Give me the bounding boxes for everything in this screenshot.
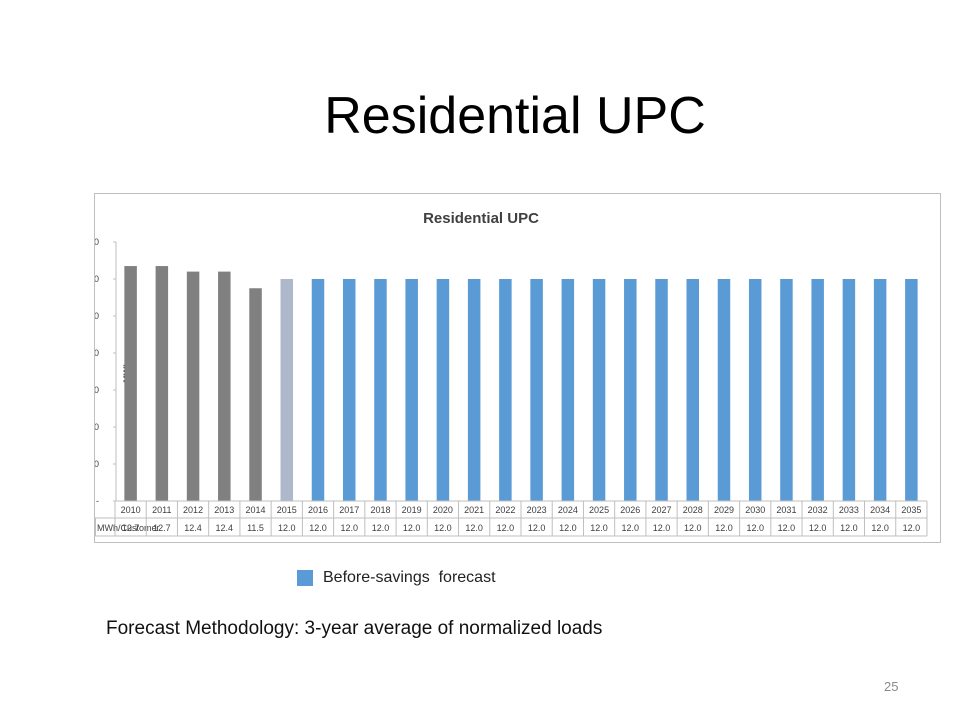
category-label: 2032 — [808, 505, 828, 515]
category-label: 2030 — [745, 505, 765, 515]
y-tick-label: - — [96, 496, 99, 506]
y-tick-label: 4.00 — [95, 422, 99, 432]
category-label: 2011 — [152, 505, 171, 515]
category-label: 2024 — [558, 505, 578, 515]
value-label: 12.0 — [372, 523, 390, 533]
bar-2029 — [717, 279, 731, 501]
category-label: 2033 — [839, 505, 859, 515]
value-label: 12.7 — [122, 523, 140, 533]
bar-2013 — [218, 271, 231, 501]
bar-2017 — [342, 279, 356, 501]
bar-2016 — [311, 279, 325, 501]
category-label: 2025 — [589, 505, 609, 515]
bar-chart: Residential UPCMWh-2.004.006.008.0010.00… — [95, 210, 928, 537]
category-label: 2029 — [714, 505, 734, 515]
bar-2014 — [249, 288, 262, 501]
methodology-note: Forecast Methodology: 3-year average of … — [106, 618, 603, 639]
bar-2012 — [186, 271, 200, 501]
y-tick-label: 6.00 — [95, 385, 99, 395]
value-label: 12.0 — [309, 523, 327, 533]
category-label: 2022 — [495, 505, 515, 515]
bar-2020 — [436, 279, 450, 501]
table-row-label: MWh/Customer — [97, 523, 160, 533]
category-label: 2027 — [652, 505, 672, 515]
y-tick-label: 8.00 — [95, 348, 99, 358]
value-label: 12.0 — [746, 523, 764, 533]
legend-swatch-forecast — [297, 570, 313, 586]
value-label: 12.0 — [622, 523, 640, 533]
value-label: 12.0 — [871, 523, 889, 533]
category-label: 2028 — [683, 505, 703, 515]
bar-2035 — [905, 279, 918, 501]
legend-label: Before-savings forecast — [323, 569, 496, 586]
bar-2030 — [748, 279, 762, 501]
bar-2010 — [124, 266, 137, 501]
bar-2027 — [655, 279, 668, 501]
y-tick-label: 10.00 — [95, 311, 99, 321]
value-label: 12.0 — [465, 523, 483, 533]
bar-2031 — [780, 279, 793, 501]
category-label: 2020 — [433, 505, 453, 515]
bar-2018 — [374, 279, 387, 501]
bar-2034 — [873, 279, 887, 501]
category-label: 2015 — [277, 505, 297, 515]
category-label: 2021 — [464, 505, 484, 515]
bar-2022 — [499, 279, 512, 501]
value-label: 12.4 — [216, 523, 234, 533]
bar-2019 — [405, 279, 418, 501]
y-tick-label: 14.00 — [95, 237, 99, 247]
category-label: 2035 — [901, 505, 921, 515]
page-number: 25 — [884, 679, 899, 694]
value-label: 12.0 — [340, 523, 358, 533]
category-label: 2010 — [121, 505, 141, 515]
category-label: 2019 — [402, 505, 422, 515]
bar-2011 — [155, 266, 169, 501]
value-label: 12.0 — [403, 523, 421, 533]
value-label: 12.0 — [840, 523, 858, 533]
y-tick-label: 2.00 — [95, 459, 99, 469]
value-label: 12.4 — [184, 523, 202, 533]
chart-title: Residential UPC — [423, 210, 539, 227]
bar-2028 — [686, 279, 700, 501]
category-label: 2026 — [620, 505, 640, 515]
category-label: 2014 — [246, 505, 266, 515]
bar-2015 — [280, 279, 294, 501]
value-label: 12.0 — [590, 523, 608, 533]
value-label: 12.0 — [903, 523, 921, 533]
value-label: 12.0 — [684, 523, 702, 533]
y-tick-label: 12.00 — [95, 274, 99, 284]
category-label: 2017 — [339, 505, 359, 515]
value-label: 12.0 — [497, 523, 515, 533]
bar-2025 — [592, 279, 606, 501]
value-label: 11.5 — [247, 523, 264, 533]
category-label: 2023 — [527, 505, 547, 515]
bar-2023 — [530, 279, 543, 501]
category-label: 2012 — [183, 505, 203, 515]
bar-2033 — [842, 279, 856, 501]
value-label: 12.0 — [809, 523, 827, 533]
value-label: 12.7 — [153, 523, 171, 533]
value-label: 12.0 — [278, 523, 296, 533]
slide-title: Residential UPC — [324, 87, 706, 145]
bar-2021 — [467, 279, 481, 501]
value-label: 12.0 — [434, 523, 452, 533]
category-label: 2031 — [776, 505, 796, 515]
value-label: 12.0 — [715, 523, 733, 533]
category-label: 2034 — [870, 505, 890, 515]
bar-2024 — [561, 279, 575, 501]
chart-frame: Residential UPCMWh-2.004.006.008.0010.00… — [94, 193, 941, 543]
bar-2032 — [811, 279, 824, 501]
category-label: 2016 — [308, 505, 328, 515]
category-label: 2013 — [214, 505, 234, 515]
bar-2026 — [624, 279, 637, 501]
value-label: 12.0 — [653, 523, 671, 533]
value-label: 12.0 — [778, 523, 796, 533]
value-label: 12.0 — [528, 523, 546, 533]
category-label: 2018 — [370, 505, 390, 515]
legend: Before-savings forecast — [297, 569, 496, 587]
value-label: 12.0 — [559, 523, 577, 533]
